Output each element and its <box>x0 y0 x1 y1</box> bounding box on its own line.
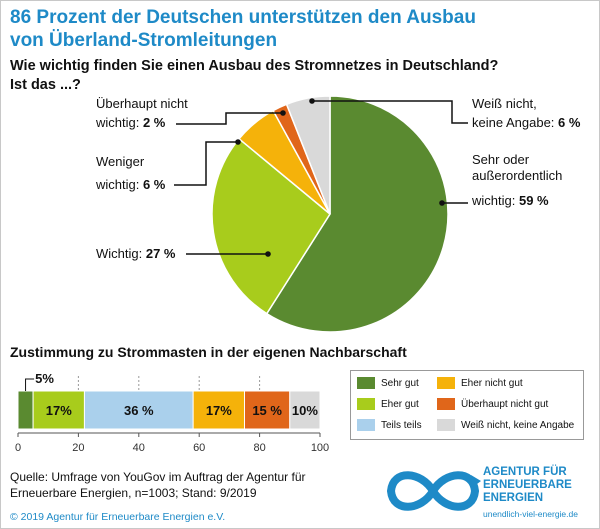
title-line-1: 86 Prozent der Deutschen unterstützen de… <box>10 7 476 28</box>
infinity-logo-icon <box>386 471 481 511</box>
pie-label-0-2: wichtig: 59 % <box>471 193 549 208</box>
legend-label: Weiß nicht, keine Angabe <box>461 419 575 431</box>
pie-label-2-1: wichtig: 6 % <box>95 177 166 192</box>
legend-label: Teils teils <box>381 419 422 431</box>
pie-leader-dot-4 <box>309 98 315 104</box>
bar-value-label-5: 10% <box>292 403 318 418</box>
bar-segment-2 <box>83 390 194 430</box>
bar-label-leader <box>25 378 35 391</box>
pie-leader-dot-3 <box>280 110 286 116</box>
legend-swatch <box>437 377 455 389</box>
pie-label-4-0: Weiß nicht, <box>472 96 537 111</box>
logo-wordmark: AGENTUR FÜR ERNEUERBARE ENERGIEN <box>483 466 572 505</box>
bar-segment-0 <box>17 390 34 430</box>
bar-value-label-0: 5% <box>35 371 54 386</box>
bar-segment-5 <box>289 390 321 430</box>
pie-label-2-0: Weniger <box>96 154 145 169</box>
legend-item-sehr-gut: Sehr gut <box>357 377 419 389</box>
title-line-2: von Überland-Stromleitungen <box>10 30 278 51</box>
legend-item-weiss-nicht: Weiß nicht, keine Angabe <box>437 419 574 431</box>
bar-x-tick-label-4: 80 <box>253 442 265 454</box>
bar-value-label-3: 17% <box>206 403 232 418</box>
legend-label: Eher gut <box>381 398 419 410</box>
pie-leader-line-4 <box>312 100 468 124</box>
legend-swatch <box>437 398 455 410</box>
pie-label-3-0: Überhaupt nicht <box>96 96 188 111</box>
pie-leader-line-2 <box>174 141 238 186</box>
pie-label-3-1: wichtig: 2 % <box>95 115 166 130</box>
logo-line-2: ERNEUERBARE <box>483 479 572 491</box>
pie-label-0-0: Sehr oder <box>472 152 530 167</box>
pie-leader-dot-2 <box>235 139 241 145</box>
legend-label: Überhaupt nicht gut <box>461 398 549 410</box>
legend-swatch <box>357 419 375 431</box>
bar-x-tick-label-1: 20 <box>72 442 84 454</box>
legend-swatch <box>437 419 455 431</box>
legend-swatch <box>357 398 375 410</box>
logo-line-1: AGENTUR FÜR <box>483 466 567 478</box>
bar-value-label-2: 36 % <box>124 403 154 418</box>
legend-label: Eher nicht gut <box>461 377 523 389</box>
bar-legend: Sehr gut Eher gut Teils teils Eher nicht… <box>350 370 584 440</box>
bar-chart-title: Zustimmung zu Strommasten in der eigenen… <box>10 344 407 360</box>
pie-leader-line-3 <box>176 112 283 125</box>
bar-segment-3 <box>192 390 246 430</box>
logo-line-3: ENERGIEN <box>483 492 544 504</box>
pie-label-4-1: keine Angabe: 6 % <box>472 115 581 130</box>
pie-label-1-0: Wichtig: 27 % <box>96 246 176 261</box>
copyright: © 2019 Agentur für Erneuerbare Energien … <box>10 511 226 523</box>
pie-label-0-1: außerordentlich <box>472 168 562 183</box>
pie-slice-1 <box>211 137 331 315</box>
source-line-2: Erneuerbare Energien, n=1003; Stand: 9/2… <box>10 486 257 500</box>
legend-label: Sehr gut <box>381 377 419 389</box>
bar-x-tick-label-0: 0 <box>15 442 21 454</box>
source-note: Quelle: Umfrage von YouGov im Auftrag de… <box>10 469 340 501</box>
stacked-bar-chart: 5% 17% 36 % 17% 15 % 10% 0 20 40 60 80 100 <box>15 371 329 454</box>
pie-question-line-2: Ist das ...? <box>10 77 81 93</box>
bar-segment-1 <box>32 390 85 430</box>
page-title: 86 Prozent der Deutschen unterstützen de… <box>10 6 590 52</box>
legend-swatch <box>357 377 375 389</box>
source-line-1: Quelle: Umfrage von YouGov im Auftrag de… <box>10 470 306 484</box>
pie-question: Wie wichtig finden Sie einen Ausbau des … <box>10 57 590 95</box>
legend-item-eher-nicht-gut: Eher nicht gut <box>437 377 523 389</box>
legend-item-teils-teils: Teils teils <box>357 419 422 431</box>
pie-slice-4 <box>285 95 331 215</box>
legend-item-ueberhaupt-nicht-gut: Überhaupt nicht gut <box>437 398 548 410</box>
bar-x-tick-label-5: 100 <box>311 442 329 454</box>
bar-x-tick-label-2: 40 <box>133 442 145 454</box>
bar-x-tick-label-3: 60 <box>193 442 205 454</box>
pie-slice-0 <box>265 95 449 333</box>
legend-item-eher-gut: Eher gut <box>357 398 419 410</box>
pie-leader-dot-0 <box>439 200 445 206</box>
bar-value-label-4: 15 % <box>252 403 282 418</box>
bar-value-label-1: 17% <box>46 403 72 418</box>
pie-leader-dot-1 <box>265 251 271 257</box>
pie-question-line-1: Wie wichtig finden Sie einen Ausbau des … <box>10 58 499 74</box>
logo-url: unendlich-viel-energie.de <box>483 509 578 519</box>
